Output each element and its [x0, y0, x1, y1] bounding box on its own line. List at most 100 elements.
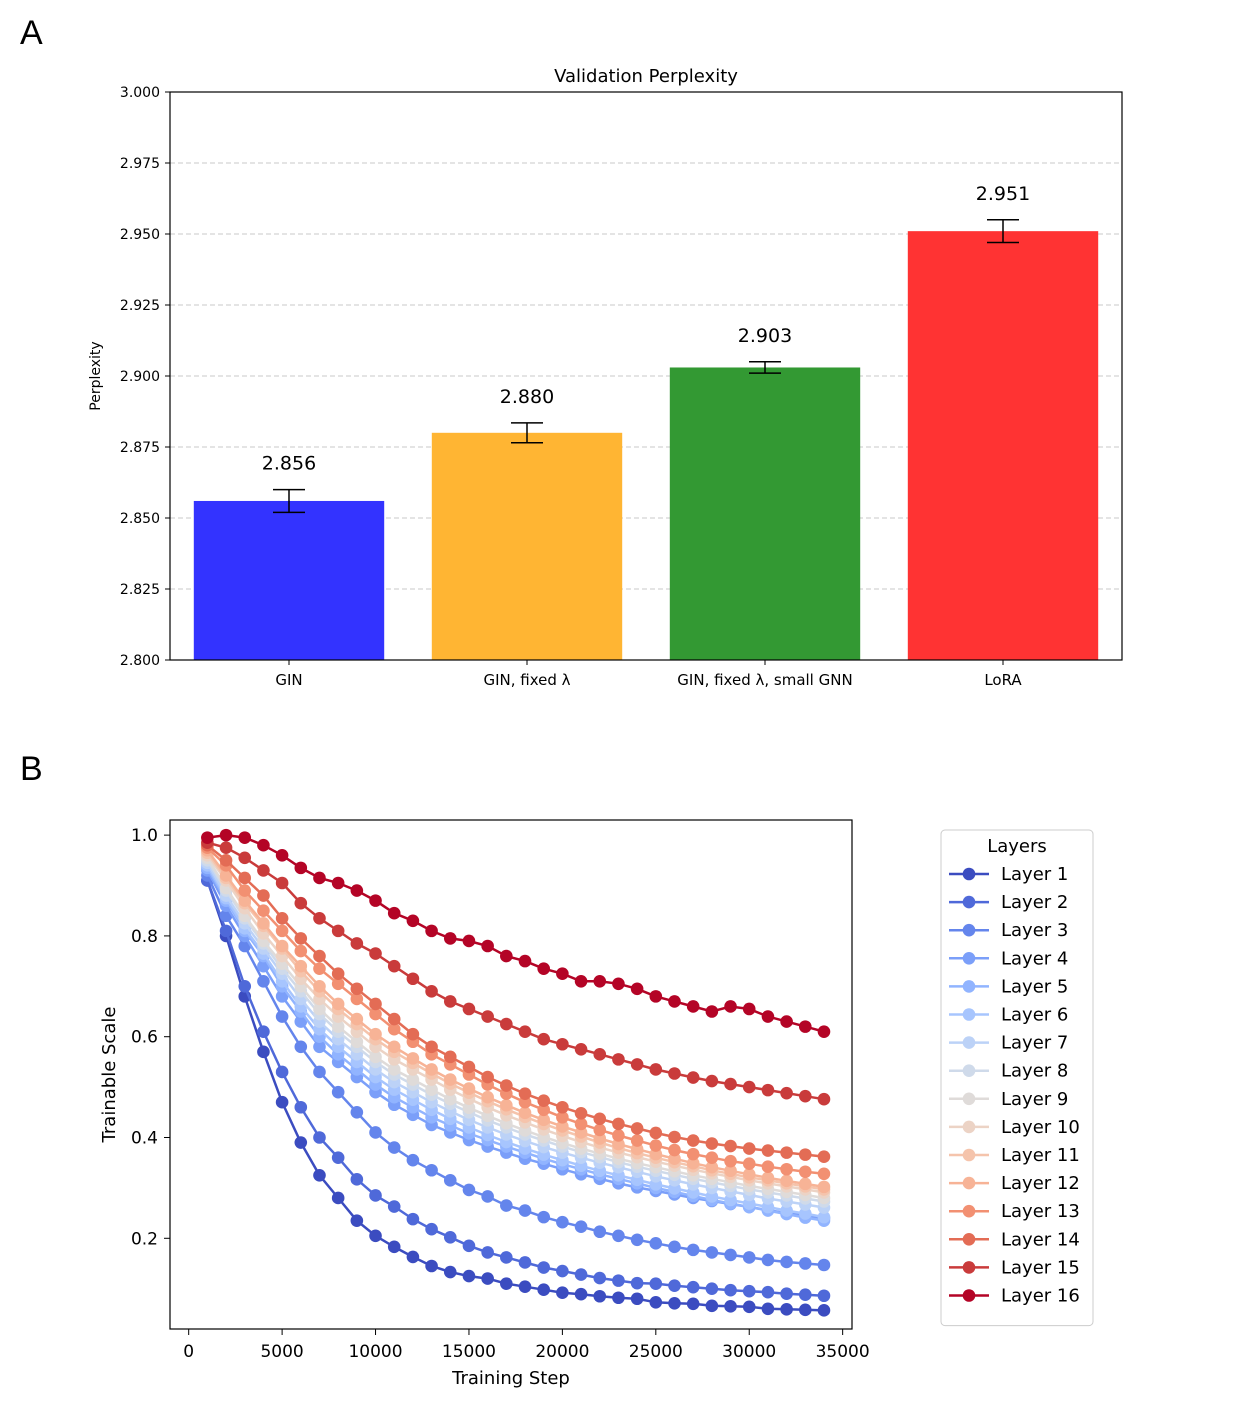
- data-point: [593, 1225, 607, 1239]
- data-point: [238, 831, 252, 844]
- y-tick-label: 0.6: [131, 1028, 158, 1048]
- x-tick-label: LoRA: [984, 671, 1022, 689]
- data-point: [742, 1300, 756, 1314]
- legend-item-label: Layer 1: [1001, 864, 1068, 885]
- bar-chart-validation-perplexity: Validation Perplexity 2.800 2.825 2.850 2.87…: [88, 66, 1123, 689]
- data-point: [761, 1010, 775, 1023]
- data-point: [724, 1000, 737, 1013]
- data-point: [462, 934, 476, 948]
- data-point: [780, 1303, 793, 1316]
- data-point: [761, 1302, 775, 1316]
- data-point: [443, 1230, 457, 1244]
- data-point: [574, 1220, 588, 1233]
- y-tick-label: 2.800: [120, 653, 160, 669]
- data-point: [350, 1214, 364, 1227]
- data-point: [425, 924, 438, 938]
- data-point: [593, 1271, 607, 1285]
- data-point: [481, 939, 494, 953]
- y-tick-label: 2.850: [120, 511, 160, 527]
- data-point: [219, 841, 233, 855]
- data-point: [574, 1107, 588, 1120]
- series-line: [206, 857, 825, 1200]
- data-point: [350, 1105, 364, 1119]
- data-point: [593, 974, 607, 988]
- data-point: [518, 1204, 532, 1217]
- data-point: [742, 1002, 756, 1016]
- data-point: [331, 1020, 345, 1033]
- data-point: [257, 974, 270, 988]
- y-axis-label: Trainable Scale: [99, 1007, 120, 1144]
- data-point: [275, 990, 289, 1003]
- data-point: [275, 1065, 289, 1079]
- data-point: [481, 1246, 494, 1259]
- legend-swatch-marker: [962, 1289, 976, 1302]
- data-point: [556, 967, 569, 981]
- data-point: [275, 924, 289, 938]
- legend-swatch-marker: [962, 1204, 976, 1218]
- data-point: [593, 1048, 607, 1061]
- data-point: [668, 1067, 681, 1080]
- legend-item-label: Layer 7: [1001, 1033, 1068, 1054]
- data-point: [350, 982, 364, 996]
- data-point: [313, 1168, 326, 1182]
- data-point: [443, 1265, 457, 1279]
- data-point: [537, 1283, 550, 1296]
- data-point: [481, 1190, 494, 1203]
- data-point: [294, 861, 308, 875]
- data-point: [369, 947, 382, 960]
- data-point: [406, 1212, 420, 1226]
- data-point: [219, 869, 233, 882]
- data-point: [500, 1017, 513, 1031]
- y-axis-label: Perplexity: [88, 341, 104, 410]
- data-point: [201, 831, 214, 844]
- data-point: [668, 1143, 681, 1157]
- data-point: [705, 1151, 719, 1164]
- data-point: [331, 1085, 345, 1099]
- legend-item-label: Layer 2: [1001, 892, 1068, 913]
- data-point: [705, 1160, 719, 1174]
- data-point: [313, 980, 326, 993]
- data-point: [462, 1002, 476, 1016]
- legend-item-label: Layer 3: [1001, 920, 1068, 941]
- legend-item-label: Layer 8: [1001, 1061, 1068, 1082]
- data-point: [425, 1040, 438, 1054]
- data-point: [275, 876, 289, 890]
- data-point: [724, 1154, 737, 1168]
- data-point: [630, 1292, 644, 1306]
- series-line: [206, 852, 825, 1191]
- data-point: [425, 1063, 438, 1076]
- data-point: [705, 1005, 719, 1018]
- data-point: [649, 1237, 663, 1250]
- data-point: [724, 1139, 737, 1153]
- data-point: [257, 1025, 270, 1038]
- x-tick-label: 20000: [535, 1342, 589, 1362]
- data-point: [574, 974, 588, 988]
- data-point: [294, 1015, 308, 1028]
- data-point: [537, 1032, 550, 1046]
- series-line: [206, 874, 825, 1267]
- bar: [193, 500, 385, 660]
- legend-swatch-marker: [962, 1008, 976, 1021]
- data-point: [780, 1162, 793, 1176]
- legend-swatch-marker: [962, 980, 976, 993]
- x-tick-label: 30000: [722, 1342, 776, 1362]
- data-point: [257, 917, 270, 930]
- data-point: [462, 1183, 476, 1197]
- data-point: [649, 1277, 663, 1290]
- data-point: [294, 1136, 308, 1149]
- data-point: [537, 1103, 550, 1117]
- data-point: [350, 1035, 364, 1049]
- data-point: [705, 1299, 719, 1313]
- bar-value-label: 2.951: [976, 183, 1030, 205]
- data-point: [668, 995, 681, 1008]
- legend-item-label: Layer 5: [1001, 976, 1068, 997]
- data-point: [612, 1291, 625, 1305]
- series-line: [206, 854, 825, 1194]
- data-point: [294, 944, 308, 958]
- legend-swatch-marker: [962, 1261, 976, 1274]
- data-point: [406, 1153, 420, 1167]
- data-point: [500, 1277, 513, 1290]
- data-point: [406, 914, 420, 928]
- data-point: [630, 1134, 644, 1147]
